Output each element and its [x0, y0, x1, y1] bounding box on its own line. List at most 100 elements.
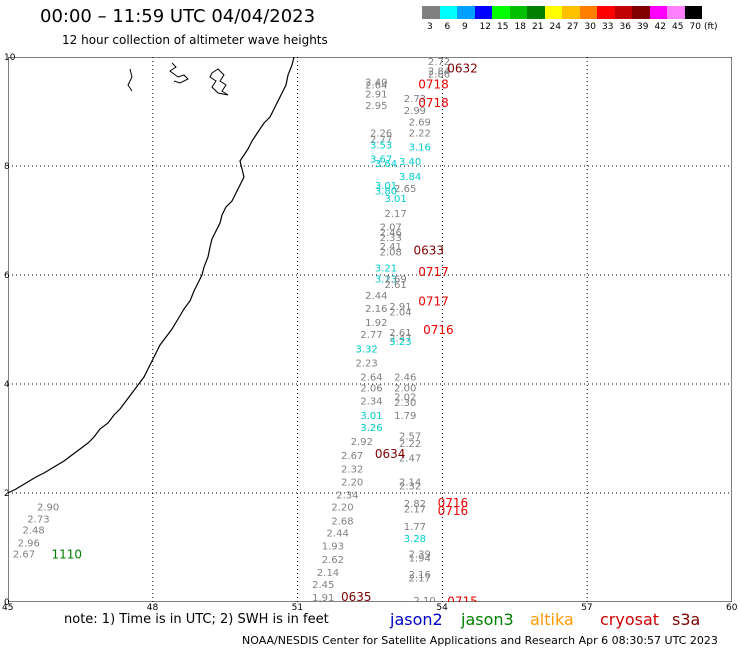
- x-tick-label: 57: [581, 603, 593, 613]
- wave-height-label: 2.73: [404, 94, 426, 105]
- legend-value: 3: [427, 22, 433, 32]
- legend-value: 21: [532, 22, 544, 32]
- wave-height-label: 2.84: [428, 66, 450, 77]
- legend-value: 12: [479, 22, 491, 32]
- y-tick-label: 2: [4, 489, 10, 499]
- map-subtitle: 12 hour collection of altimeter wave hei…: [62, 33, 328, 47]
- x-tick-label: 54: [436, 603, 448, 613]
- legend-value: 6: [444, 22, 451, 32]
- wave-height-label: 2.17: [404, 505, 426, 516]
- legend-swatch: [667, 6, 685, 19]
- wave-height-label: 2.34: [336, 490, 358, 501]
- legend-swatch: [457, 6, 475, 19]
- wave-height-label: 2.57: [399, 432, 421, 443]
- wave-height-label: 2.69: [409, 118, 431, 129]
- wave-height-label: 2.39: [409, 549, 431, 560]
- island-1: [127, 68, 133, 92]
- wave-height-label: 2.30: [394, 398, 416, 409]
- wave-height-label: 1.93: [322, 542, 344, 553]
- wave-height-label: 2.77: [370, 135, 392, 146]
- wave-height-label: 3.26: [360, 423, 382, 434]
- y-tick-label: 8: [4, 162, 10, 172]
- wave-height-label: 3.28: [404, 534, 426, 545]
- wave-height-label: 1.77: [404, 522, 426, 533]
- pass-time-label: 0716: [423, 323, 454, 337]
- wave-height-label: 2.46: [394, 373, 416, 384]
- wave-height-label: 2.20: [341, 477, 363, 488]
- wave-height-label: 2.40: [365, 77, 387, 88]
- legend-swatch: [422, 6, 440, 19]
- y-tick-label: 0: [4, 598, 10, 608]
- wave-height-label: 3.53: [370, 141, 392, 152]
- wave-height-label: 2.33: [380, 233, 402, 244]
- wave-height-label: 2.20: [331, 502, 353, 513]
- wave-height-label: 2.67: [341, 451, 363, 462]
- satellite-jason2: jason2: [390, 610, 443, 629]
- wave-height-label: 2.23: [356, 359, 378, 370]
- wave-height-label: 1.94: [409, 554, 431, 565]
- legend-value: 18: [514, 22, 526, 32]
- wave-height-label: 2.26: [370, 129, 392, 140]
- map-title: 00:00 – 11:59 UTC 04/04/2023: [40, 6, 316, 27]
- wave-height-label: 2.92: [351, 437, 373, 448]
- wave-height-label: 3.23: [389, 337, 411, 348]
- wave-height-label: 2.32: [399, 482, 421, 493]
- wave-height-label: 2.73: [27, 514, 49, 525]
- y-tick-label: 10: [4, 53, 16, 63]
- wave-height-label: 2.14: [317, 568, 339, 579]
- x-tick-label: 48: [146, 603, 159, 613]
- legend-value: 33: [602, 22, 614, 32]
- legend-swatch: [632, 6, 650, 19]
- legend-value: 70: [689, 22, 701, 32]
- wave-height-label: 2.04: [389, 307, 411, 318]
- map-plot: 2.722.842.862.402.642.912.952.732.992.69…: [8, 57, 732, 602]
- wave-height-label: 2.34: [360, 397, 382, 408]
- island-3: [209, 68, 229, 96]
- wave-height-label: 2.00: [394, 384, 416, 395]
- wave-height-label: 2.91: [389, 302, 411, 313]
- wave-height-label: 3.80: [375, 186, 397, 197]
- x-tick-label: 45: [2, 603, 14, 613]
- wave-height-label: 2.16: [409, 570, 431, 581]
- wave-height-label: 2.65: [394, 184, 416, 195]
- legend-swatch: [439, 6, 457, 19]
- wave-height-label: 2.96: [18, 538, 40, 549]
- legend-swatch: [474, 6, 492, 19]
- wave-height-label: 3.40: [399, 157, 421, 168]
- pass-time-label: 0715: [447, 594, 478, 602]
- wave-height-label: 3.32: [356, 344, 378, 355]
- wave-height-label: 3.01: [375, 181, 397, 192]
- pass-time-label: 0717: [418, 265, 449, 279]
- legend-swatch: [649, 6, 667, 19]
- wave-height-label: 3.84: [399, 172, 421, 183]
- satellite-cryosat: cryosat: [600, 610, 660, 629]
- wave-height-label: 2.62: [322, 555, 344, 566]
- pass-time-label: 0718: [418, 96, 449, 110]
- legend-swatch: [509, 6, 527, 19]
- wave-height-label: 1.79: [394, 411, 416, 422]
- wave-height-label: 2.22: [409, 129, 431, 140]
- pass-time-label: 0633: [413, 243, 444, 257]
- pass-time-label: 0718: [418, 78, 449, 92]
- wave-height-label: 2.47: [389, 333, 411, 344]
- wave-height-label: 2.95: [365, 101, 387, 112]
- coastline: [8, 57, 295, 494]
- wave-height-label: 2.86: [428, 70, 450, 81]
- wave-height-label: 2.90: [37, 502, 59, 513]
- satellite-jason3: jason3: [461, 610, 514, 629]
- wave-height-label: 2.45: [312, 580, 334, 591]
- legend-swatch: [614, 6, 632, 19]
- y-tick-label: 4: [4, 380, 10, 390]
- wave-height-label: 2.64: [360, 373, 382, 384]
- legend-value: 36: [619, 22, 631, 32]
- wave-height-label: 2.02: [394, 392, 416, 403]
- pass-time-label: 0716: [438, 496, 469, 510]
- satellite-altika: altika: [530, 610, 574, 629]
- wave-height-label: 2.32: [341, 464, 363, 475]
- wave-height-label: 3.64: [375, 159, 397, 170]
- wave-height-labels: 2.722.842.862.402.642.912.952.732.992.69…: [13, 57, 478, 602]
- wave-height-label: 2.91: [365, 89, 387, 100]
- wave-height-label: 2.41: [380, 242, 402, 253]
- y-tick-label: 6: [4, 271, 10, 281]
